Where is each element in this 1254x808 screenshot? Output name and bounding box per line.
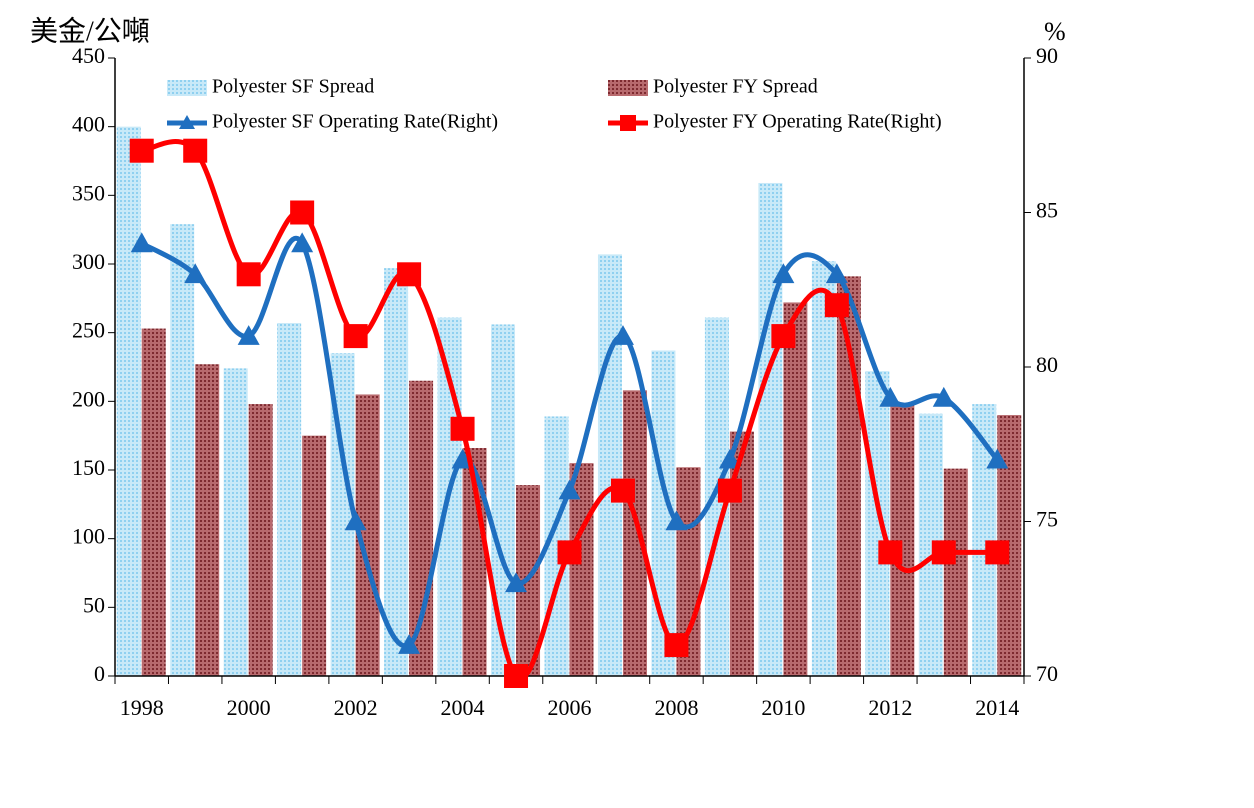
line-marker <box>878 540 903 565</box>
legend-label: Polyester SF Spread <box>212 76 374 98</box>
line-marker <box>664 633 689 658</box>
x-tick-label: 2010 <box>761 695 805 720</box>
line-marker <box>665 510 688 531</box>
line-marker <box>130 232 153 253</box>
y-tick-label: 250 <box>72 318 105 343</box>
y2-tick-label: 80 <box>1036 352 1058 377</box>
line-marker <box>183 138 208 163</box>
line-marker <box>932 386 955 407</box>
legend-marker <box>620 115 636 131</box>
x-tick-label: 2014 <box>975 695 1019 720</box>
y-tick-label: 150 <box>72 455 105 480</box>
line-marker <box>129 138 154 163</box>
line-marker <box>343 324 368 349</box>
line-marker <box>505 572 528 593</box>
line-marker <box>450 416 475 441</box>
y-tick-label: 450 <box>72 43 105 68</box>
line-marker <box>879 386 902 407</box>
x-tick-label: 2000 <box>227 695 271 720</box>
bar <box>248 404 273 676</box>
line-marker <box>824 293 849 318</box>
bar <box>758 182 783 676</box>
y-axis-label: 美金/公噸 <box>30 15 150 47</box>
y-tick-label: 50 <box>83 592 105 617</box>
x-tick-label: 1998 <box>120 695 164 720</box>
bar <box>170 224 195 676</box>
bar <box>384 268 409 676</box>
y-tick-label: 300 <box>72 249 105 274</box>
y-tick-label: 350 <box>72 180 105 205</box>
line-marker <box>236 262 261 287</box>
line-marker <box>344 510 367 531</box>
bar <box>302 435 327 676</box>
y-tick-label: 100 <box>72 524 105 549</box>
line-marker <box>558 479 581 500</box>
line-marker <box>290 200 315 225</box>
legend-label: Polyester SF Operating Rate(Right) <box>212 111 498 133</box>
x-tick-label: 2006 <box>548 695 592 720</box>
line-marker <box>825 263 848 284</box>
line-marker <box>398 634 421 654</box>
legend-swatch <box>167 80 207 96</box>
x-tick-label: 2004 <box>441 695 485 720</box>
bar <box>223 368 248 676</box>
legend-label: Polyester FY Spread <box>653 76 818 98</box>
bar <box>865 371 890 676</box>
line-marker <box>931 540 956 565</box>
line-marker <box>291 232 314 253</box>
bar <box>622 390 647 676</box>
legend-label: Polyester FY Operating Rate(Right) <box>653 111 942 133</box>
line-marker <box>985 540 1010 565</box>
y2-axis-label: % <box>1044 17 1066 46</box>
line-marker <box>504 664 529 688</box>
line-marker <box>237 325 260 345</box>
y-tick-label: 400 <box>72 112 105 137</box>
bar <box>141 328 166 676</box>
line-marker <box>717 478 742 503</box>
y2-tick-label: 75 <box>1036 507 1058 532</box>
x-tick-label: 2008 <box>654 695 698 720</box>
bar <box>811 261 836 676</box>
bar <box>277 323 302 676</box>
line-marker <box>557 540 582 565</box>
y-tick-label: 200 <box>72 386 105 411</box>
bar <box>491 324 516 676</box>
x-tick-label: 2012 <box>868 695 912 720</box>
y2-tick-label: 90 <box>1036 43 1058 68</box>
bar <box>116 126 141 676</box>
bar <box>597 254 622 677</box>
line-marker <box>184 263 207 284</box>
legend-swatch <box>608 80 648 96</box>
line-marker <box>772 263 795 284</box>
bar <box>943 468 968 676</box>
bar <box>409 380 434 676</box>
y2-tick-label: 85 <box>1036 198 1058 223</box>
line-marker <box>397 262 422 287</box>
line-marker <box>611 325 634 345</box>
bar <box>783 302 808 676</box>
line-marker <box>986 448 1009 469</box>
x-tick-label: 2002 <box>334 695 378 720</box>
line-marker <box>610 478 635 503</box>
line-marker <box>771 324 796 349</box>
y-tick-label: 0 <box>94 661 105 686</box>
line-marker <box>718 448 741 469</box>
y2-tick-label: 70 <box>1036 661 1058 686</box>
legend-marker <box>179 115 195 129</box>
bar <box>195 364 220 676</box>
